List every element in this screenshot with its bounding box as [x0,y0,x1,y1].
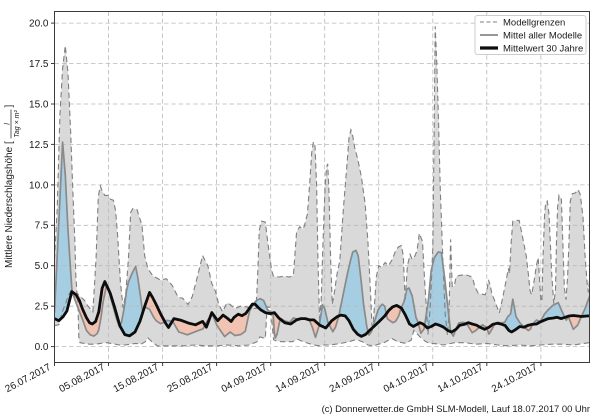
svg-text:17.5: 17.5 [29,59,49,70]
svg-text:Modellgrenzen: Modellgrenzen [503,17,565,28]
svg-text:(c) Donnerwetter.de GmbH SLM-M: (c) Donnerwetter.de GmbH SLM-Modell, Lau… [322,403,590,414]
svg-text:10.0: 10.0 [29,180,49,191]
svg-text:Mittelwert 30 Jahre: Mittelwert 30 Jahre [503,43,583,54]
svg-text:]: ] [4,105,15,108]
svg-text:Mittlere Niederschlagshöhe [: Mittlere Niederschlagshöhe [ [4,141,15,268]
svg-text:Mittel aller Modelle: Mittel aller Modelle [503,30,582,41]
svg-text:12.5: 12.5 [29,140,49,151]
svg-text:20.0: 20.0 [29,19,49,30]
svg-text:15.0: 15.0 [29,99,49,110]
svg-text:5.0: 5.0 [35,261,49,272]
svg-text:0.0: 0.0 [35,342,49,353]
svg-text:2.5: 2.5 [35,302,49,313]
svg-text:Tag × m²: Tag × m² [14,110,21,138]
svg-text:l: l [5,123,12,125]
svg-text:7.5: 7.5 [35,221,49,232]
